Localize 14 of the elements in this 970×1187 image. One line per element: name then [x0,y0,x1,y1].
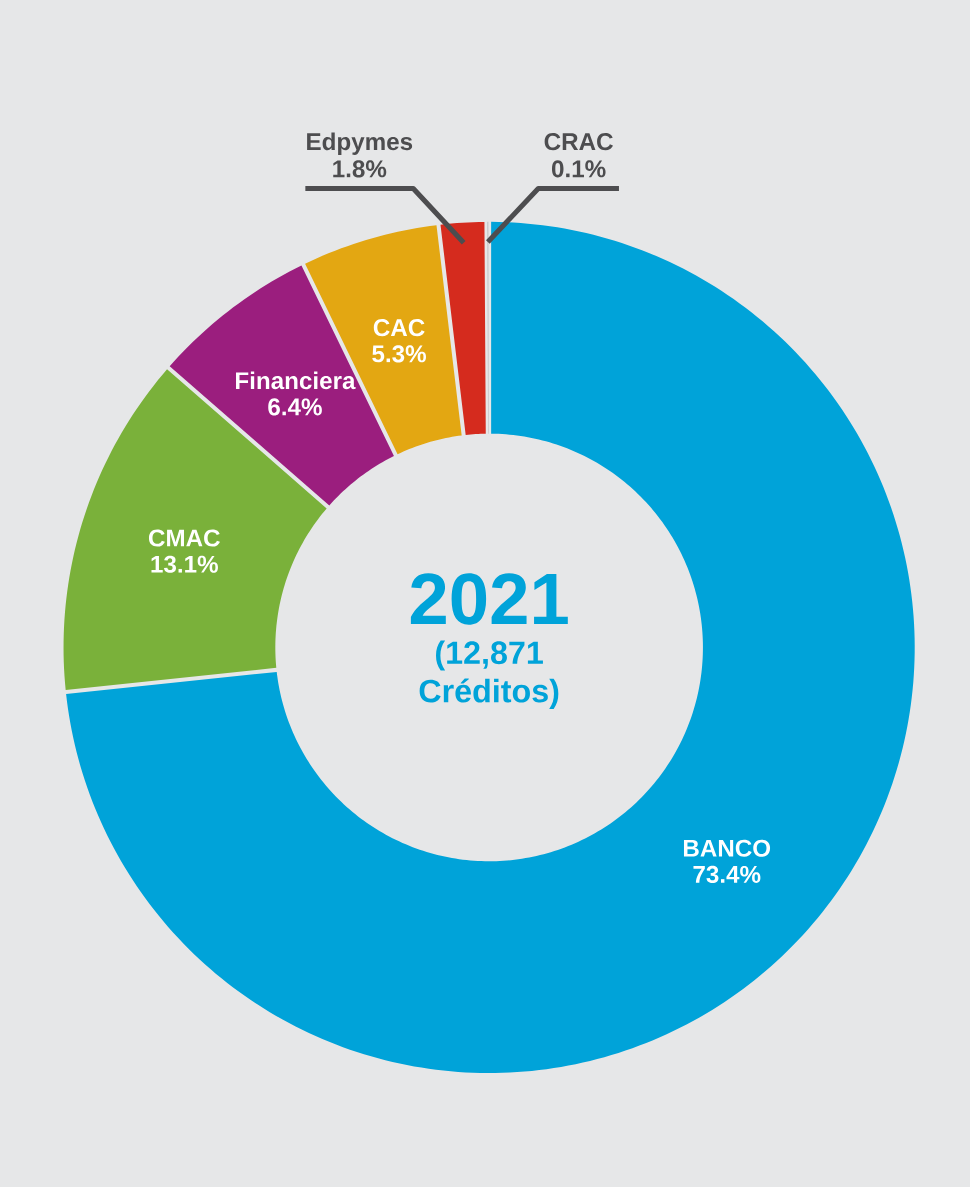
slice-label: CMAC [148,529,220,547]
slice-label: CRAC [544,133,613,151]
text: 2021 [410,573,568,625]
data-label: 6.4% [268,398,322,416]
data-label: 0.1% [551,160,606,178]
data-label: 1.8% [333,160,387,178]
data-label: 73.4% [693,865,761,884]
slice-label: Edpymes [307,132,413,155]
text: (12,871 Créditos) [419,640,559,709]
slice-label: BANCO [683,839,770,857]
data-label: 13.1% [151,555,218,573]
slice-label: Financiera [235,371,356,390]
slice-label: CAC [373,319,425,337]
data-label: 5.3% [372,345,426,363]
